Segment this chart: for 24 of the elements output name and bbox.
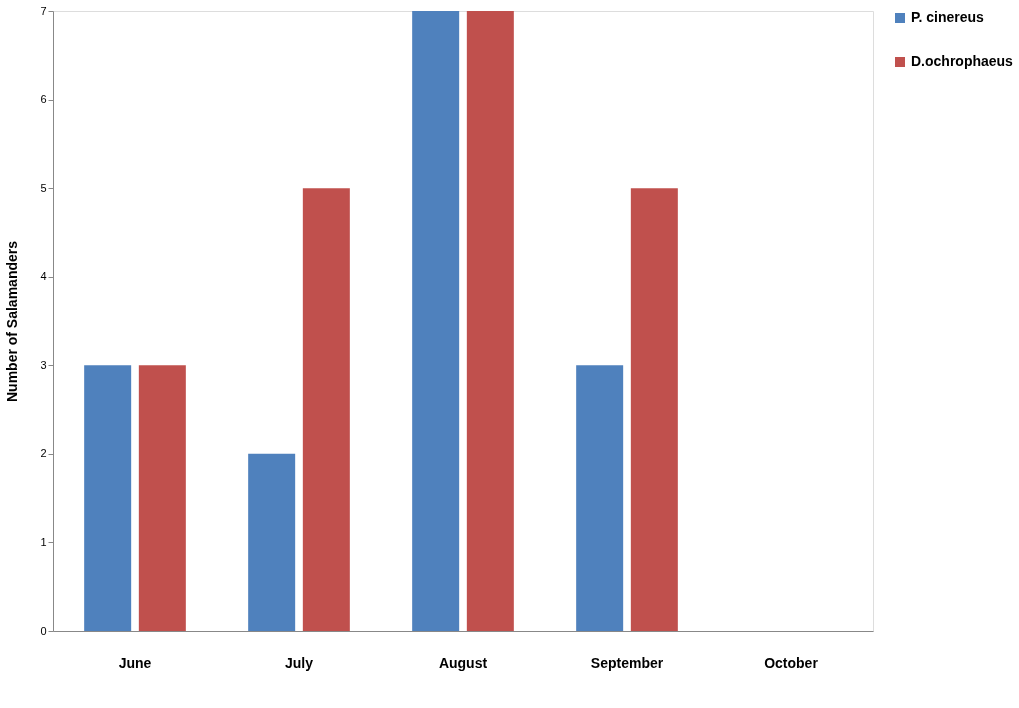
y-tick-label: 6 [40, 93, 47, 106]
y-tick-label: 0 [40, 624, 47, 637]
x-tick-label: August [438, 654, 488, 671]
bar [412, 11, 460, 631]
y-axis-title: Number of Salamanders [4, 240, 21, 403]
x-tick-label: October [764, 654, 819, 671]
y-tick-label: 7 [40, 4, 47, 17]
legend-label: D.ochrophaeus [911, 53, 1014, 69]
y-tick-label: 1 [40, 535, 47, 548]
y-tick-label: 4 [40, 270, 47, 283]
bar [138, 365, 186, 631]
x-tick-label: September [590, 654, 664, 671]
x-tick-label: July [284, 654, 314, 671]
bar [302, 188, 350, 631]
x-tick-label: June [118, 654, 152, 671]
legend-label: P. cinereus [911, 9, 985, 25]
bar [466, 11, 514, 631]
bar [576, 365, 624, 631]
y-tick-label: 5 [40, 181, 47, 194]
bar [630, 188, 678, 631]
y-tick-label: 3 [40, 358, 47, 371]
bar [84, 365, 132, 631]
y-tick-label: 2 [40, 447, 47, 460]
bar [248, 453, 296, 631]
